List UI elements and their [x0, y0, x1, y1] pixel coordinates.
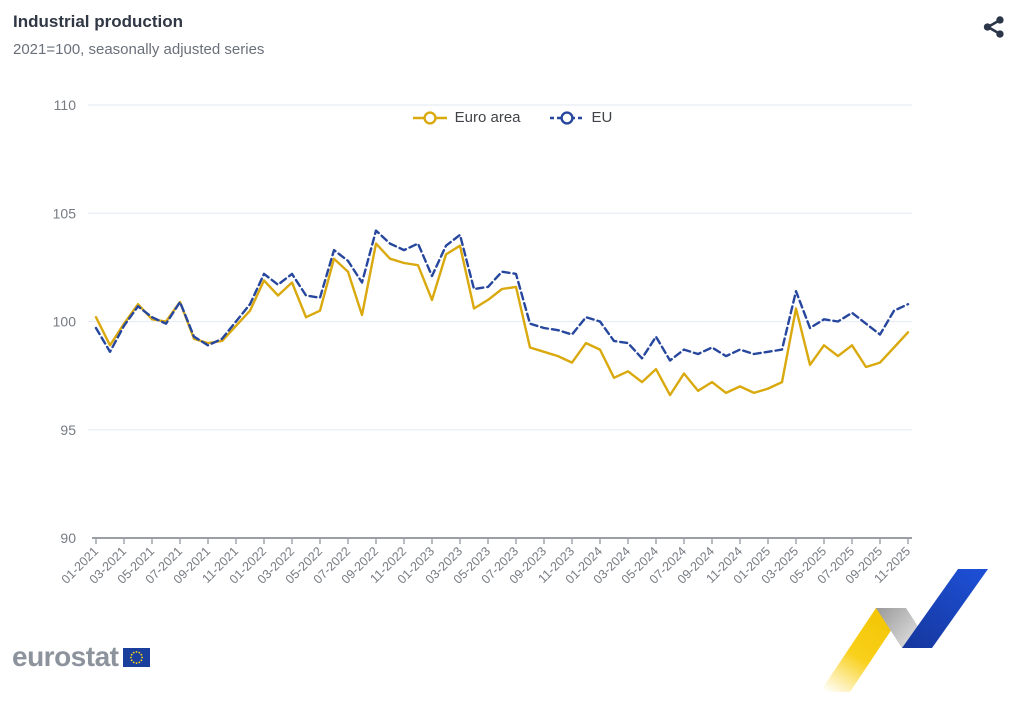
x-axis-labels: 01-202103-202105-202107-202109-202111-20… [59, 544, 913, 586]
chart-legend: Euro area EU [0, 109, 1024, 126]
svg-text:105: 105 [53, 205, 77, 221]
gridlines [88, 104, 912, 431]
eurostat-logo: eurostat [12, 641, 151, 672]
page-title: Industrial production [13, 12, 183, 31]
series-line-euro-area [94, 242, 910, 397]
legend-item-eu[interactable]: EU [549, 109, 613, 126]
share-icon [983, 16, 1004, 38]
x-axis [92, 537, 912, 544]
svg-text:100: 100 [53, 314, 77, 330]
svg-text:110: 110 [54, 97, 77, 113]
svg-text:95: 95 [60, 422, 76, 438]
euro-area-marker-icon [412, 110, 447, 125]
legend-label-euro-area: Euro area [454, 109, 521, 126]
eu-flag-icon [123, 647, 151, 667]
y-axis-labels: 90 95 100 105 110 [53, 97, 77, 546]
eu-marker-icon [549, 110, 584, 125]
page-subtitle: 2021=100, seasonally adjusted series [13, 41, 265, 58]
svg-text:90: 90 [60, 530, 76, 546]
eurostat-logo-text: eurostat [12, 641, 119, 672]
share-button[interactable] [980, 14, 1008, 42]
legend-label-eu: EU [591, 109, 613, 126]
legend-item-euro-area[interactable]: Euro area [412, 109, 521, 126]
series-line-eu [94, 229, 910, 362]
